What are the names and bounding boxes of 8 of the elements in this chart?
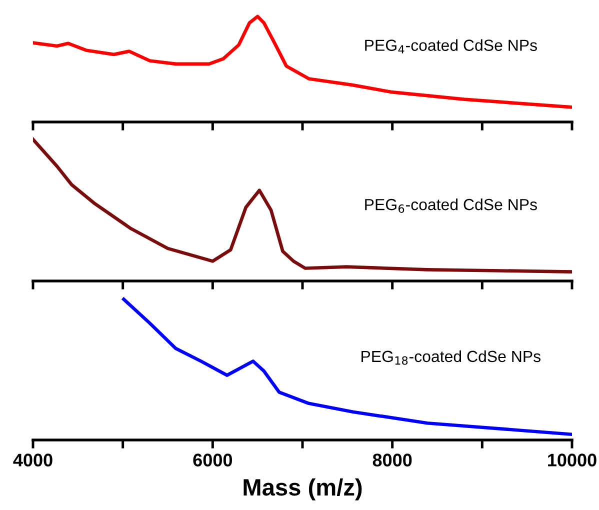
annotation: PEG$_{6}$-coated CdSe NPs: [365, 198, 537, 213]
x-tick-label: 10000: [548, 454, 596, 466]
annotation: PEG$_{18}$-coated CdSe NPs: [362, 350, 540, 365]
x-axis-title: Mass (m/z): [244, 478, 362, 500]
x-tick-label: 4000: [13, 454, 52, 466]
x-tick-label: 8000: [372, 454, 412, 466]
x-tick-label: 6000: [193, 454, 232, 466]
annotation: PEG$_{4}$-coated CdSe NPs: [365, 39, 537, 54]
